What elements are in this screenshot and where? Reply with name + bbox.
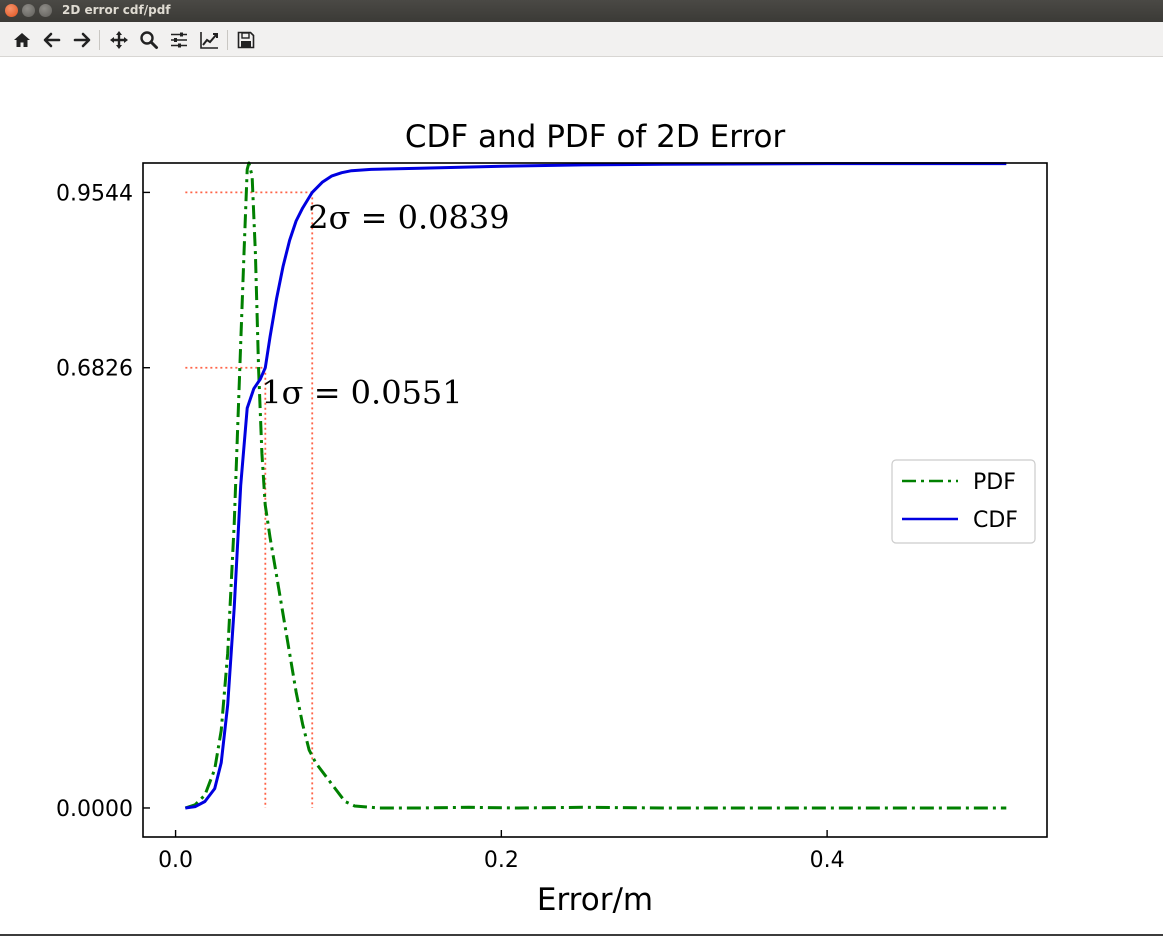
toolbar-separator: [227, 30, 228, 50]
annotation-label: 2σ = 0.0839: [308, 198, 509, 236]
edit-axis-button[interactable]: [198, 29, 220, 51]
chart-title: CDF and PDF of 2D Error: [405, 119, 786, 155]
forward-button[interactable]: [71, 29, 93, 51]
edit-axis-icon: [200, 32, 218, 49]
legend-label-cdf: CDF: [973, 508, 1018, 533]
x-tick-label: 0.2: [484, 848, 519, 873]
annotation-label: 1σ = 0.0551: [261, 374, 462, 412]
legend-label-pdf: PDF: [973, 470, 1016, 495]
back-button[interactable]: [41, 29, 63, 51]
y-tick-label: 0.9544: [56, 181, 133, 206]
x-axis-label: Error/m: [537, 882, 653, 918]
x-tick-label: 0.0: [158, 848, 193, 873]
save-button[interactable]: [235, 29, 257, 51]
zoom-icon: [140, 31, 158, 49]
pan-button[interactable]: [108, 29, 130, 51]
zoom-button[interactable]: [138, 29, 160, 51]
figure-canvas: CDF and PDF of 2D Error 1σ = 0.0551 2σ = …: [0, 57, 1163, 934]
window-titlebar: 2D error cdf/pdf: [0, 0, 1163, 22]
save-icon: [237, 31, 255, 49]
configure-subplots-icon: [171, 32, 187, 48]
pan-icon: [110, 31, 128, 49]
minimize-window-button[interactable]: [22, 4, 35, 17]
forward-icon: [73, 32, 91, 48]
y-tick-label: 0.0000: [56, 797, 133, 822]
window-bottom-border: [0, 934, 1163, 936]
home-icon: [14, 33, 30, 47]
axes-frame: [142, 162, 1048, 838]
toolbar-separator: [99, 30, 100, 50]
legend-box: [891, 459, 1036, 544]
close-window-button[interactable]: [5, 4, 18, 17]
chart: CDF and PDF of 2D Error 1σ = 0.0551 2σ = …: [56, 119, 1048, 918]
legend: PDF CDF: [891, 459, 1036, 544]
series-line-cdf: [185, 162, 1007, 810]
maximize-window-button[interactable]: [39, 4, 52, 17]
series-line-pdf: [184, 161, 1007, 810]
home-button[interactable]: [11, 29, 33, 51]
window-title: 2D error cdf/pdf: [62, 3, 171, 17]
back-icon: [43, 32, 61, 48]
y-tick-label: 0.6826: [56, 357, 133, 382]
x-tick-label: 0.4: [810, 848, 845, 873]
configure-subplots-button[interactable]: [168, 29, 190, 51]
navigation-toolbar: [0, 22, 1163, 57]
